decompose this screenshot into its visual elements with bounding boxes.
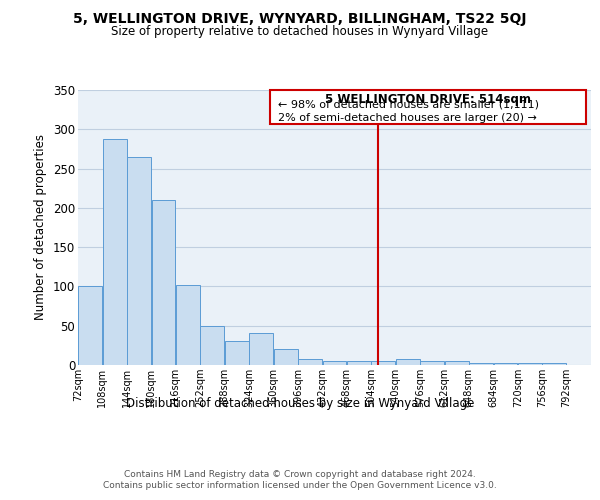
Bar — [103, 140, 127, 365]
Bar — [127, 157, 151, 365]
Bar — [225, 342, 249, 365]
Bar — [518, 364, 542, 365]
Bar — [249, 333, 273, 365]
Bar — [78, 286, 102, 365]
Text: 5 WELLINGTON DRIVE: 514sqm: 5 WELLINGTON DRIVE: 514sqm — [325, 92, 531, 106]
Bar — [274, 350, 298, 365]
Text: Contains public sector information licensed under the Open Government Licence v3: Contains public sector information licen… — [103, 481, 497, 490]
Text: Size of property relative to detached houses in Wynyard Village: Size of property relative to detached ho… — [112, 25, 488, 38]
Bar — [469, 362, 493, 365]
FancyBboxPatch shape — [271, 90, 586, 124]
Bar — [200, 326, 224, 365]
Text: Distribution of detached houses by size in Wynyard Village: Distribution of detached houses by size … — [126, 398, 474, 410]
Bar — [494, 364, 517, 365]
Bar — [420, 361, 444, 365]
Text: 5, WELLINGTON DRIVE, WYNYARD, BILLINGHAM, TS22 5QJ: 5, WELLINGTON DRIVE, WYNYARD, BILLINGHAM… — [73, 12, 527, 26]
Bar — [176, 285, 200, 365]
Bar — [347, 361, 371, 365]
Bar — [396, 358, 420, 365]
Y-axis label: Number of detached properties: Number of detached properties — [34, 134, 47, 320]
Bar — [152, 200, 175, 365]
Text: 2% of semi-detached houses are larger (20) →: 2% of semi-detached houses are larger (2… — [278, 113, 537, 123]
Bar — [445, 361, 469, 365]
Bar — [323, 361, 346, 365]
Bar — [298, 358, 322, 365]
Bar — [371, 361, 395, 365]
Bar — [542, 364, 566, 365]
Text: ← 98% of detached houses are smaller (1,111): ← 98% of detached houses are smaller (1,… — [278, 100, 539, 110]
Text: Contains HM Land Registry data © Crown copyright and database right 2024.: Contains HM Land Registry data © Crown c… — [124, 470, 476, 479]
